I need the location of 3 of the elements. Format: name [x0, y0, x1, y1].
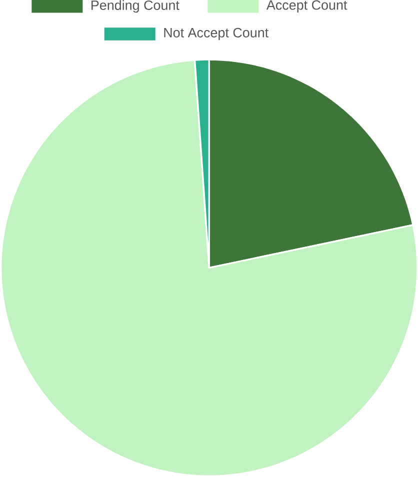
legend-label: Pending Count [91, 0, 180, 13]
legend-label: Not Accept Count [164, 28, 268, 40]
legend-label: Accept Count [266, 0, 347, 12]
